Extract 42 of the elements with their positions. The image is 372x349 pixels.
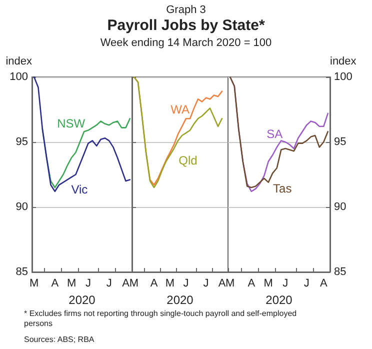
y-tick-label: 95 — [334, 136, 346, 148]
x-axis-title: 2020 — [166, 293, 194, 307]
x-axis-title: 2020 — [266, 293, 293, 307]
y-axis-title: index — [6, 56, 32, 68]
x-tick-label: M — [264, 278, 273, 290]
caption: Graph 3 — [165, 4, 207, 16]
text: Payroll Jobs by State* — [106, 17, 266, 34]
x-tick-label: M — [165, 278, 175, 290]
x-tick-label: A — [218, 278, 226, 290]
y-tick-label: 85 — [16, 266, 28, 278]
y-tick-label: 95 — [16, 136, 28, 148]
x-tick-label: A — [122, 278, 130, 290]
x-tick-label: M — [129, 278, 139, 290]
series-label: Vic — [71, 182, 88, 197]
x-axis-title: 2020 — [68, 293, 96, 307]
series-label: Tas — [273, 181, 292, 196]
x-tick-label: M — [66, 278, 76, 290]
series-label: Qld — [178, 154, 198, 168]
x-tick-label: J — [106, 278, 112, 290]
x-tick-label: A — [51, 278, 60, 290]
x-tick-label: J — [304, 278, 310, 290]
source-note: Sources: ABS; RBA — [24, 335, 96, 344]
series-label: NSW — [57, 116, 86, 131]
series-label: SA — [266, 127, 283, 141]
x-tick-label: J — [282, 278, 288, 290]
x-tick-label: A — [248, 278, 256, 290]
text: Week ending 14 March 2020 = 100 — [99, 37, 273, 49]
x-tick-label: J — [86, 278, 91, 290]
x-tick-label: A — [320, 278, 328, 290]
series-label: WA — [170, 102, 190, 117]
x-tick-label: M — [29, 278, 39, 290]
y-tick-label: 90 — [16, 201, 28, 213]
text: * Excludes firms not reporting through single-touch payroll and self-employed persons — [24, 309, 298, 329]
y-tick-label: 85 — [334, 266, 346, 278]
y-tick-label: 90 — [334, 201, 346, 213]
x-tick-label: J — [183, 278, 189, 290]
y-tick-label: 100 — [334, 71, 352, 83]
x-tick-label: M — [226, 278, 235, 290]
y-axis-title: index — [330, 56, 357, 68]
x-tick-label: J — [203, 278, 209, 290]
x-tick-label: A — [150, 278, 158, 290]
y-tick-label: 100 — [10, 71, 28, 83]
